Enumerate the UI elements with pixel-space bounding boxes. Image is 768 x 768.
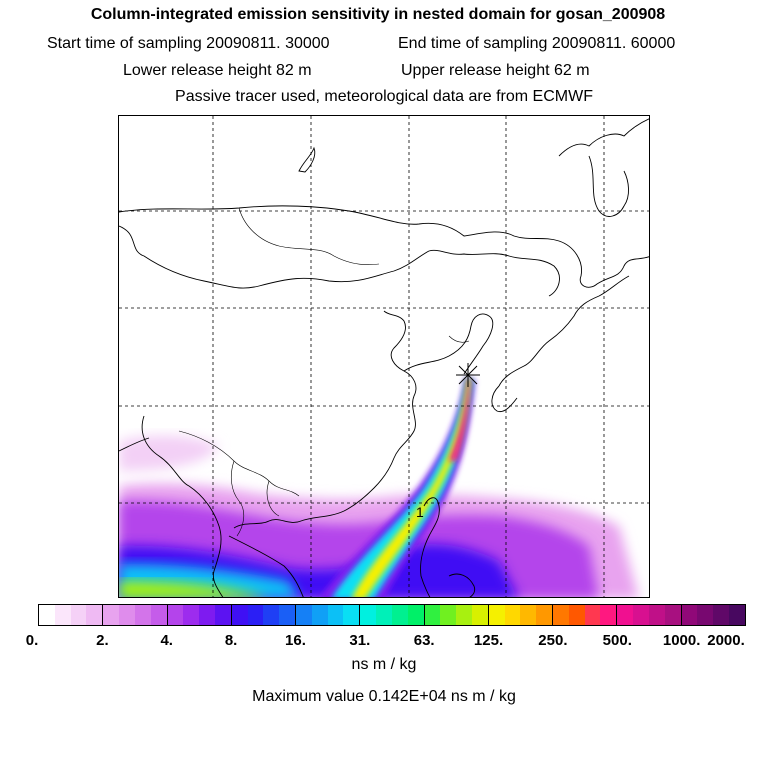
plot-subtitle: Passive tracer used, meteorological data… xyxy=(175,88,593,105)
colorbar xyxy=(38,604,746,626)
colorbar-cell xyxy=(327,605,344,625)
colorbar-tick-label: 1000. xyxy=(662,632,701,649)
colorbar-tick-label: 16. xyxy=(285,632,306,649)
colorbar-cell xyxy=(600,605,618,625)
plot-title: Column-integrated emission sensitivity i… xyxy=(90,6,666,23)
colorbar-tick-label: 500. xyxy=(602,632,632,649)
colorbar-cell xyxy=(86,605,104,625)
coastlines xyxy=(119,118,649,597)
colorbar-cell xyxy=(728,605,745,625)
colorbar-cell xyxy=(456,605,472,625)
colorbar-tick-label: 8. xyxy=(224,632,238,649)
upper-release-height-label: Upper release height 62 m xyxy=(401,62,590,79)
colorbar-cell xyxy=(214,605,232,625)
colorbar-cell xyxy=(311,605,328,625)
colorbar-tick-label: 0. xyxy=(25,632,39,649)
sensitivity-field xyxy=(119,378,639,597)
colorbar-tick-label: 63. xyxy=(413,632,435,649)
colorbar-cell xyxy=(504,605,521,625)
colorbar-cell xyxy=(617,605,634,625)
graticule-lines xyxy=(119,116,649,597)
colorbar-cell xyxy=(279,605,296,625)
sensitivity-band-green xyxy=(119,581,263,597)
colorbar-cell xyxy=(488,605,505,625)
colorbar-cell xyxy=(520,605,537,625)
colorbar-cell xyxy=(633,605,649,625)
maximum-value-label: Maximum value 0.142E+04 ns m / kg xyxy=(252,688,516,705)
colorbar-cell xyxy=(247,605,264,625)
colorbar-cell xyxy=(471,605,489,625)
colorbar-unit-label: ns m / kg xyxy=(351,656,417,673)
colorbar-cell xyxy=(150,605,168,625)
colorbar-cell xyxy=(70,605,87,625)
colorbar-cell xyxy=(343,605,361,625)
colorbar-cell xyxy=(664,605,682,625)
colorbar-cell xyxy=(536,605,553,625)
release-point-star-icon xyxy=(456,363,480,387)
colorbar-cell xyxy=(360,605,377,625)
colorbar-tick-label: 2. xyxy=(96,632,109,649)
colorbar-cell xyxy=(263,605,280,625)
colorbar-cell xyxy=(697,605,714,625)
country-borders xyxy=(178,207,470,537)
colorbar-cell xyxy=(424,605,441,625)
colorbar-cell xyxy=(39,605,55,625)
colorbar-cell xyxy=(568,605,585,625)
plume-cyan xyxy=(332,378,473,597)
colorbar-cell xyxy=(681,605,698,625)
sampling-end-label: End time of sampling 20090811. 60000 xyxy=(398,35,676,52)
colorbar-cell xyxy=(296,605,312,625)
map-marker-label: 1 xyxy=(416,504,424,520)
lower-release-height-label: Lower release height 82 m xyxy=(123,62,312,79)
sensitivity-band-west-lobe xyxy=(119,435,219,471)
colorbar-cell xyxy=(103,605,120,625)
colorbar-cell xyxy=(183,605,200,625)
sampling-start-label: Start time of sampling 20090811. 30000 xyxy=(47,35,330,52)
colorbar-cell xyxy=(134,605,151,625)
colorbar-tick-label: 125. xyxy=(473,632,504,649)
colorbar-tick-label: 2000. xyxy=(707,632,745,649)
colorbar-cell xyxy=(648,605,665,625)
colorbar-tick-label: 250. xyxy=(538,632,568,649)
colorbar-cell xyxy=(553,605,569,625)
colorbar-cell xyxy=(199,605,215,625)
colorbar-cell xyxy=(407,605,425,625)
colorbar-cell xyxy=(376,605,392,625)
colorbar-cell xyxy=(54,605,71,625)
colorbar-cell xyxy=(584,605,601,625)
colorbar-tick-label: 31. xyxy=(349,632,371,649)
colorbar-cell xyxy=(440,605,457,625)
emission-sensitivity-map: 1 xyxy=(118,115,650,598)
colorbar-cell xyxy=(119,605,135,625)
colorbar-tick-label: 4. xyxy=(160,632,173,649)
colorbar-cell xyxy=(391,605,408,625)
colorbar-cell xyxy=(231,605,248,625)
colorbar-cell xyxy=(167,605,184,625)
colorbar-cell xyxy=(713,605,729,625)
